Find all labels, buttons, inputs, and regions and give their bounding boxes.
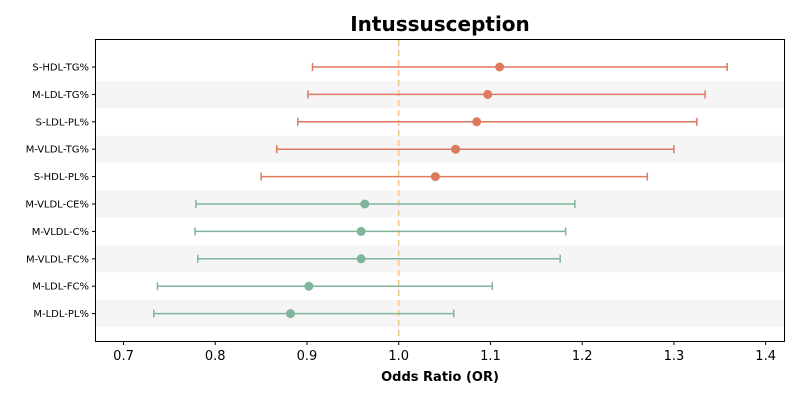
y-tick-label: S-HDL-PL% — [34, 172, 89, 183]
forest-row — [275, 144, 675, 154]
or-point — [472, 117, 482, 127]
or-point — [304, 281, 314, 291]
plot-marks — [153, 62, 728, 319]
forest-row — [195, 199, 576, 209]
y-tick-label: M-LDL-TG% — [32, 90, 89, 101]
forest-row — [197, 254, 561, 264]
x-tick-label: 1.1 — [480, 349, 501, 364]
forest-row — [260, 172, 649, 182]
y-tick-label: M-LDL-FC% — [32, 282, 89, 293]
or-point — [285, 309, 295, 319]
forest-row — [311, 62, 728, 72]
x-tick-label: 1.4 — [755, 349, 776, 364]
or-point — [483, 89, 493, 99]
y-tick-label: M-VLDL-TG% — [26, 145, 89, 156]
x-axis-label: Odds Ratio (OR) — [381, 370, 499, 385]
or-point — [430, 172, 440, 182]
plot-frame — [95, 39, 785, 342]
forest-row — [153, 309, 455, 319]
y-tick-label: M-LDL-PL% — [33, 309, 89, 320]
chart-title: Intussusception — [350, 12, 530, 36]
forest-row — [156, 281, 494, 291]
or-point — [356, 254, 366, 264]
or-point — [495, 62, 505, 72]
x-tick-label: 1.3 — [664, 349, 685, 364]
or-point — [360, 199, 370, 209]
y-tick-label: M-VLDL-FC% — [26, 254, 89, 265]
y-tick-label: M-VLDL-CE% — [25, 200, 89, 211]
y-tick-label: S-LDL-PL% — [36, 117, 89, 128]
y-tick-label: S-HDL-TG% — [32, 63, 89, 74]
x-tick-label: 0.9 — [297, 349, 318, 364]
x-tick-label: 0.8 — [205, 349, 226, 364]
forest-row — [194, 226, 567, 236]
y-tick-label: M-VLDL-C% — [32, 227, 89, 238]
x-axis: 0.7 0.8 0.9 1.0 1.1 1.2 1.3 1.4 — [113, 341, 776, 364]
x-tick-label: 1.0 — [388, 349, 409, 364]
forest-row — [297, 117, 698, 127]
x-tick-label: 0.7 — [113, 349, 134, 364]
x-tick-label: 1.2 — [572, 349, 593, 364]
or-point — [451, 144, 461, 154]
or-point — [356, 226, 366, 236]
y-axis: S-HDL-TG% M-LDL-TG% S-LDL-PL% M-VLDL-TG% S-H… — [25, 63, 96, 320]
forest-row — [307, 89, 706, 99]
